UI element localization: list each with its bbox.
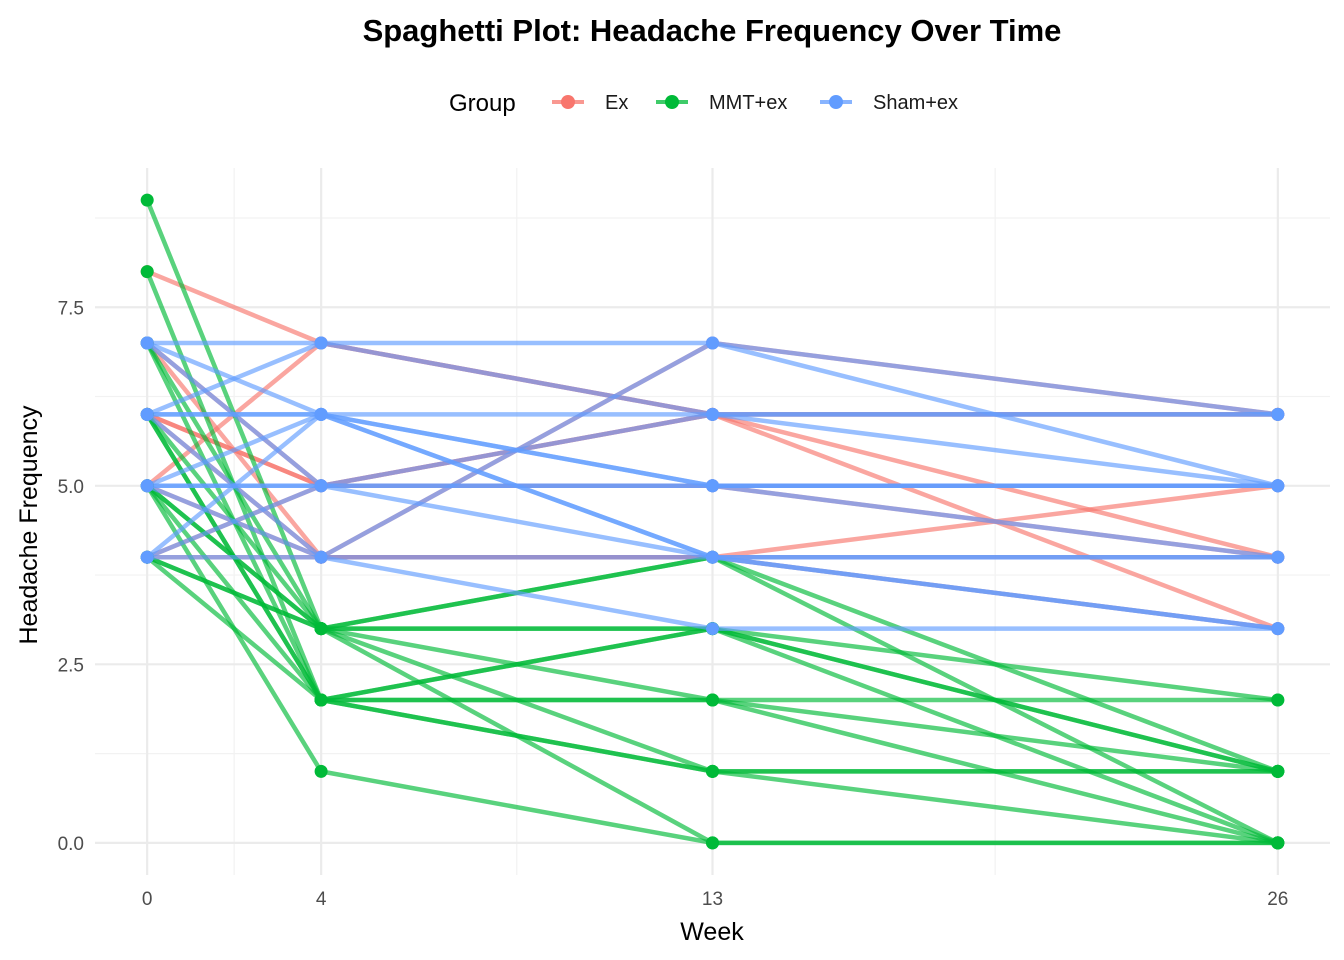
data-point-sham-ex	[140, 479, 154, 493]
data-point-sham-ex	[140, 336, 154, 350]
series-points	[140, 193, 1285, 850]
chart-title: Spaghetti Plot: Headache Frequency Over …	[363, 13, 1062, 48]
data-point-mmt-ex	[314, 693, 328, 707]
legend-key-point-sham-ex	[829, 95, 843, 109]
legend-label-mmt-ex: MMT+ex	[709, 92, 787, 114]
data-point-mmt-ex	[314, 622, 328, 636]
legend-title: Group	[449, 90, 516, 117]
x-tick-label: 4	[316, 889, 327, 910]
series-line-sham-ex	[147, 412, 1278, 489]
data-point-sham-ex	[140, 407, 154, 421]
x-tick-label: 26	[1267, 889, 1288, 910]
y-tick-label: 5.0	[58, 477, 84, 498]
legend-entry-mmt-ex: MMT+ex	[656, 92, 787, 114]
data-point-sham-ex	[706, 622, 719, 636]
legend-label-sham-ex: Sham+ex	[873, 92, 958, 114]
y-axis-ticks: 0.0 2.5 5.0 7.5	[58, 298, 84, 855]
data-point-sham-ex	[706, 550, 719, 564]
data-point-sham-ex	[1271, 407, 1285, 421]
data-point-sham-ex	[706, 479, 719, 493]
data-point-sham-ex	[706, 336, 719, 350]
data-point-sham-ex	[706, 407, 719, 421]
data-point-sham-ex	[314, 336, 328, 350]
data-point-sham-ex	[140, 550, 154, 564]
series-line-mmt-ex	[145, 555, 1278, 774]
series-line-sham-ex	[147, 554, 1278, 631]
y-tick-label: 2.5	[58, 655, 84, 676]
data-point-mmt-ex	[314, 764, 328, 778]
data-point-mmt-ex	[1271, 693, 1285, 707]
series-line-sham-ex	[147, 340, 1279, 489]
data-point-sham-ex	[1271, 622, 1285, 636]
data-point-sham-ex	[314, 479, 328, 493]
data-point-sham-ex	[1271, 550, 1285, 564]
data-point-sham-ex	[1271, 479, 1285, 493]
data-point-mmt-ex	[140, 265, 154, 279]
x-tick-label: 0	[142, 889, 153, 910]
legend-key-point-ex	[561, 95, 575, 109]
legend: Group Ex MMT+ex Sham+ex	[449, 90, 958, 117]
y-tick-label: 7.5	[58, 298, 84, 319]
x-tick-label: 13	[702, 889, 723, 910]
series-lines	[145, 199, 1279, 846]
data-point-sham-ex	[314, 550, 328, 564]
data-point-mmt-ex	[706, 836, 719, 850]
data-point-mmt-ex	[1271, 764, 1285, 778]
data-point-mmt-ex	[140, 193, 154, 207]
data-point-sham-ex	[314, 407, 328, 421]
legend-key-point-mmt-ex	[665, 95, 679, 109]
data-point-mmt-ex	[706, 693, 719, 707]
y-tick-label: 0.0	[58, 834, 84, 855]
x-axis-ticks: 0 4 13 26	[142, 889, 1288, 910]
series-line-mmt-ex	[146, 555, 1279, 846]
data-point-mmt-ex	[1271, 836, 1285, 850]
y-axis-title: Headache Frequency	[15, 405, 43, 645]
legend-label-ex: Ex	[605, 92, 628, 114]
x-axis-title: Week	[680, 918, 744, 946]
legend-entry-sham-ex: Sham+ex	[820, 92, 958, 114]
data-point-mmt-ex	[706, 764, 719, 778]
legend-entry-ex: Ex	[552, 92, 628, 114]
series-line-sham-ex	[146, 483, 1278, 560]
